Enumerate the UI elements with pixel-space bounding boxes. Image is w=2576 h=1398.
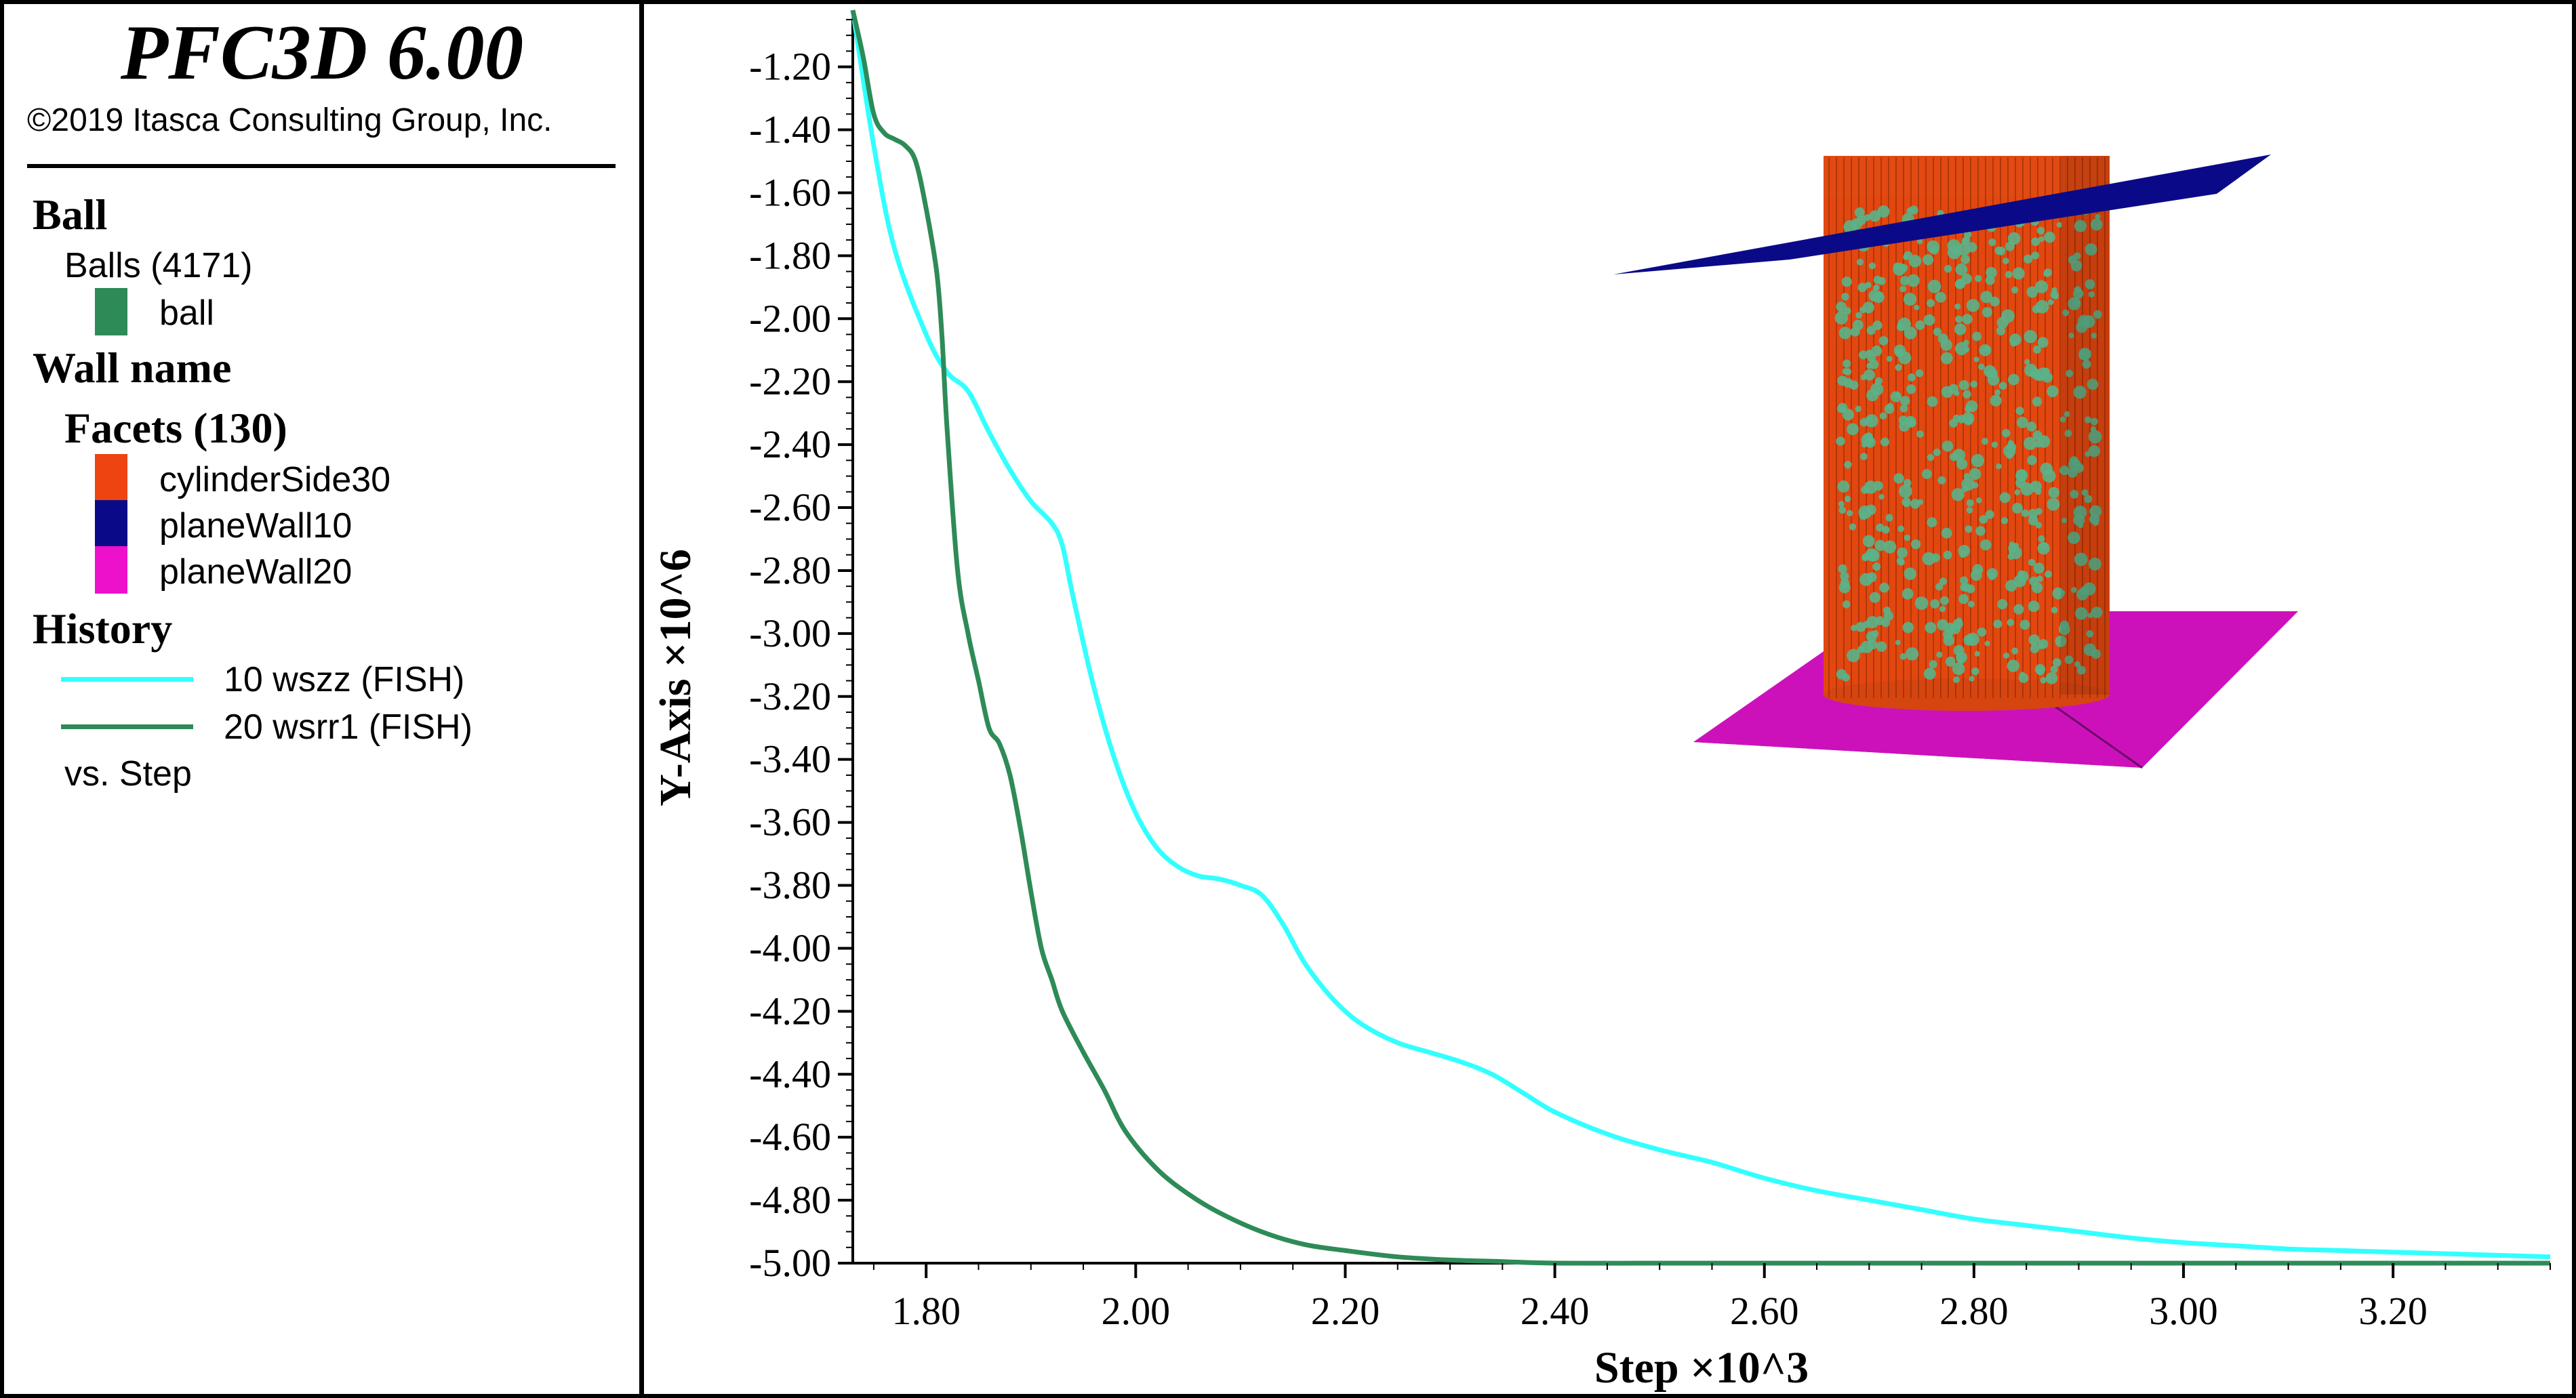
legend-item-planewall10: planeWall10 xyxy=(159,506,353,546)
legend-swatch-cylinderside30 xyxy=(95,454,127,501)
y-tick-label: -4.00 xyxy=(749,926,831,970)
x-tick-label: 2.00 xyxy=(1102,1289,1171,1333)
x-tick-label: 1.80 xyxy=(891,1289,961,1333)
y-tick-label: -2.80 xyxy=(749,548,831,592)
tick-layer: -1.20 -1.40 -1.60 -1.80 -2.00 -2.20 -2.40 -2.60… xyxy=(749,18,2551,1333)
y-tick-label: -3.40 xyxy=(749,737,831,781)
legend-swatch-planewall10 xyxy=(95,500,127,548)
legend-panel: PFC3D 6.00 ©2019 Itasca Consulting Group… xyxy=(0,0,644,1398)
y-tick-label: -1.80 xyxy=(749,233,831,277)
legend-facets-count: Facets (130) xyxy=(64,404,287,452)
plane-wall-10 xyxy=(1613,155,2271,274)
y-tick-label: -3.20 xyxy=(749,674,831,718)
series-line-wszz xyxy=(850,9,2551,1260)
plane-wall-20-edge xyxy=(2052,703,2143,769)
legend-item-wsrr1: 20 wsrr1 (FISH) xyxy=(224,707,472,747)
legend-swatch-planewall20 xyxy=(95,546,127,594)
x-tick-label: 3.00 xyxy=(2149,1289,2218,1333)
legend-line-wszz xyxy=(61,677,193,682)
series-layer xyxy=(850,9,2551,1266)
legend-item-cylinderside30: cylinderSide30 xyxy=(159,460,391,499)
y-tick-label: -4.20 xyxy=(749,989,831,1033)
y-tick-label: -4.40 xyxy=(749,1052,831,1096)
x-tick-label: 2.80 xyxy=(1939,1289,2009,1333)
y-tick-label: -2.20 xyxy=(749,359,831,403)
y-tick-label: -3.60 xyxy=(749,800,831,844)
legend-line-wsrr1 xyxy=(61,724,193,729)
legend-divider xyxy=(27,164,616,168)
legend-vs-step: vs. Step xyxy=(64,754,192,794)
legend-item-ball: ball xyxy=(159,293,214,333)
x-tick-label: 2.20 xyxy=(1311,1289,1380,1333)
y-tick-label: -4.80 xyxy=(749,1178,831,1222)
legend-history-header: History xyxy=(33,604,173,653)
y-tick-label: -4.60 xyxy=(749,1115,831,1159)
x-tick-label: 2.60 xyxy=(1730,1289,1799,1333)
legend-balls-count: Balls (4171) xyxy=(64,246,253,285)
legend-item-wszz: 10 wszz (FISH) xyxy=(224,660,465,699)
legend-wall-header: Wall name xyxy=(33,344,232,392)
y-tick-label: -1.60 xyxy=(749,170,831,214)
y-tick-label: -2.40 xyxy=(749,422,831,466)
y-tick-label: -2.60 xyxy=(749,485,831,529)
axes xyxy=(851,10,2550,1265)
legend-swatch-ball xyxy=(95,288,127,335)
x-tick-label: 2.40 xyxy=(1521,1289,1590,1333)
y-tick-label: -3.00 xyxy=(749,611,831,655)
series-line-wsrr1 xyxy=(850,9,2550,1266)
y-tick-label: -5.00 xyxy=(749,1241,831,1285)
y-axis-title: Y-Axis ×10^6 xyxy=(651,549,700,806)
x-axis-title: Step ×10^3 xyxy=(1594,1343,1809,1393)
app-title: PFC3D 6.00 xyxy=(120,9,524,96)
x-tick-label: 3.20 xyxy=(2358,1289,2428,1333)
legend-ball-header: Ball xyxy=(33,190,108,239)
y-tick-label: -3.80 xyxy=(749,863,831,907)
y-tick-label: -1.40 xyxy=(749,108,831,152)
y-tick-label: -2.00 xyxy=(749,296,831,340)
y-tick-label: -1.20 xyxy=(749,45,831,89)
legend-item-planewall20: planeWall20 xyxy=(159,552,353,592)
copyright-text: ©2019 Itasca Consulting Group, Inc. xyxy=(27,102,552,138)
model-3d-view xyxy=(1613,155,2298,769)
